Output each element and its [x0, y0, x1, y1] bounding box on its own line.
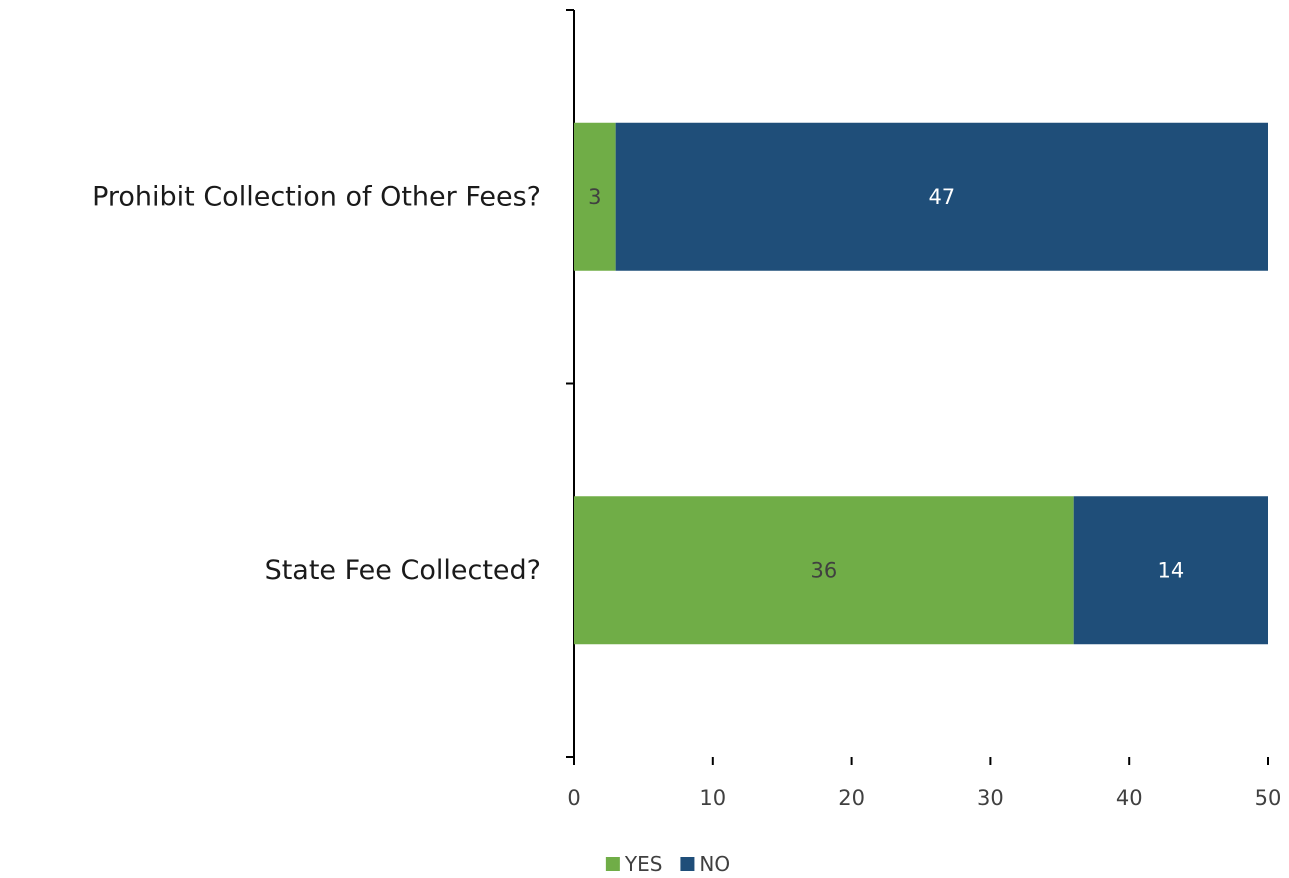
legend-item-no: NO: [680, 852, 730, 876]
legend-swatch: [680, 857, 695, 871]
category-label-0: Prohibit Collection of Other Fees?: [92, 181, 541, 212]
x-tick-label: 50: [1255, 786, 1282, 810]
x-axis-ticks: 0 10 20 30 40 50: [567, 757, 1281, 810]
legend-label: YES: [624, 852, 663, 876]
category-labels: Prohibit Collection of Other Fees? State …: [92, 181, 541, 586]
legend-label: NO: [699, 852, 730, 876]
bar-yes-0: [574, 122, 616, 271]
bar-no-1: [1073, 496, 1268, 645]
y-axis-ticks: [566, 9, 574, 758]
legend: YES NO: [605, 852, 730, 876]
x-tick-label: 10: [699, 786, 726, 810]
x-tick-label: 0: [567, 786, 580, 810]
category-label-1: State Fee Collected?: [265, 555, 541, 586]
bar-group: 3 47 36 14: [574, 122, 1268, 645]
x-tick-label: 20: [838, 786, 865, 810]
bar-yes-1: [574, 496, 1074, 645]
data-label-no-0: 47: [928, 185, 955, 209]
x-tick-label: 30: [977, 786, 1004, 810]
legend-swatch: [605, 857, 620, 871]
data-label-yes-0: 3: [588, 185, 601, 209]
x-tick-label: 40: [1116, 786, 1143, 810]
legend-item-yes: YES: [605, 852, 663, 876]
data-label-yes-1: 36: [810, 558, 837, 582]
bar-no-0: [615, 122, 1268, 271]
chart-axes: 0 10 20 30 40 50: [566, 9, 1281, 810]
data-label-no-1: 14: [1157, 558, 1184, 582]
